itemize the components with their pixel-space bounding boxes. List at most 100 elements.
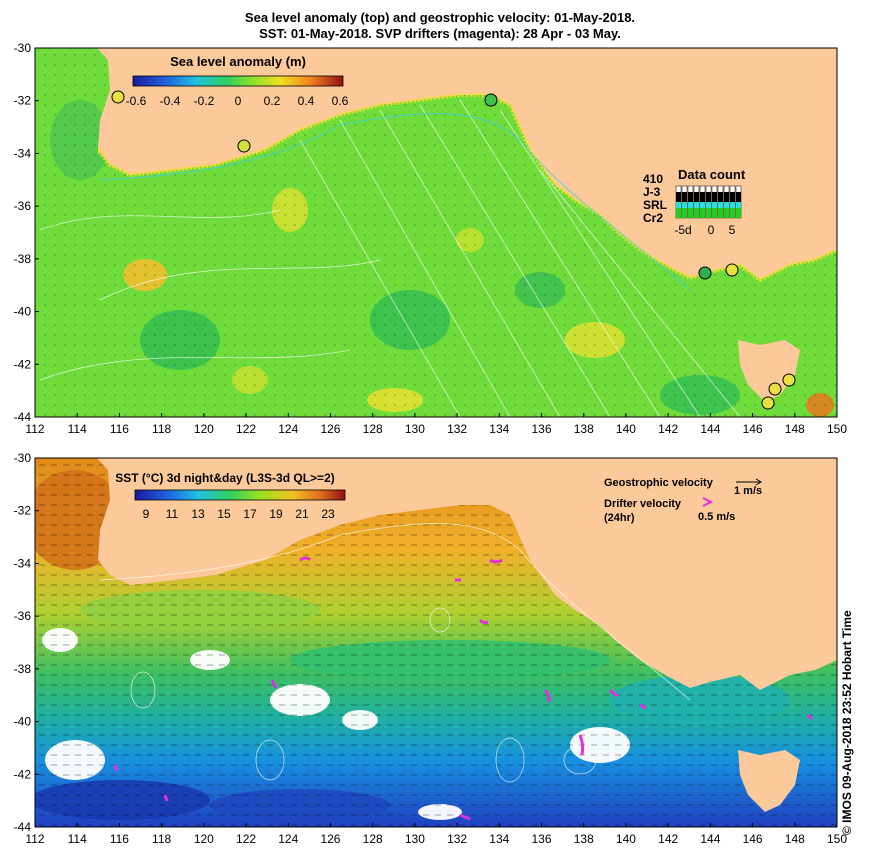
sla-colorbar bbox=[132, 75, 344, 87]
tasmania-land-top bbox=[738, 340, 800, 402]
data-count-row-label: J-3 bbox=[643, 185, 661, 199]
altimeter-markers bbox=[111, 90, 796, 410]
x-tick-label: 132 bbox=[447, 422, 467, 436]
x-tick-label: 124 bbox=[278, 422, 298, 436]
y-tick-label: -44 bbox=[14, 820, 32, 834]
x-tick-label: 132 bbox=[447, 832, 467, 846]
x-tick-label: 134 bbox=[489, 422, 509, 436]
colorbar-tick-label: 0 bbox=[235, 94, 242, 108]
colorbar-tick-label: 0.6 bbox=[332, 94, 349, 108]
data-count-tick: -5d bbox=[674, 223, 691, 237]
y-tick-label: -42 bbox=[14, 357, 32, 371]
data-count-row-label: Cr2 bbox=[643, 211, 663, 225]
x-tick-label: 112 bbox=[25, 422, 44, 436]
x-tick-label: 118 bbox=[152, 422, 171, 436]
y-tick-label: -40 bbox=[14, 305, 32, 319]
colorbar-tick-label: 23 bbox=[321, 507, 335, 521]
y-tick-label: -32 bbox=[14, 94, 32, 108]
y-tick-label: -38 bbox=[14, 662, 32, 676]
drifter-label-24hr: (24hr) bbox=[604, 512, 635, 524]
colorbar-tick-label: 0.2 bbox=[264, 94, 281, 108]
y-tick-label: -32 bbox=[14, 504, 32, 518]
x-tick-label: 120 bbox=[194, 422, 214, 436]
x-tick-label: 120 bbox=[194, 832, 214, 846]
x-tick-label: 114 bbox=[68, 422, 87, 436]
y-tick-label: -34 bbox=[14, 146, 32, 160]
y-tick-label: -30 bbox=[14, 41, 32, 55]
x-tick-label: 118 bbox=[152, 832, 171, 846]
x-tick-label: 136 bbox=[532, 832, 552, 846]
x-tick-label: 126 bbox=[320, 832, 340, 846]
colorbar-tick-label: 19 bbox=[269, 507, 283, 521]
colorbar-tick-label: 17 bbox=[243, 507, 257, 521]
x-tick-label: 140 bbox=[616, 832, 636, 846]
sla-colorbar-ticks: -0.6 -0.4 -0.2 0 0.2 0.4 0.6 bbox=[126, 94, 349, 108]
y-tick-label: -38 bbox=[14, 252, 32, 266]
colorbar-tick-label: 15 bbox=[217, 507, 231, 521]
x-tick-label: 142 bbox=[658, 832, 678, 846]
colorbar-tick-label: -0.2 bbox=[194, 94, 215, 108]
x-tick-label: 148 bbox=[785, 832, 805, 846]
x-tick-label: 142 bbox=[658, 422, 678, 436]
sla-contours bbox=[39, 99, 741, 417]
colorbar-tick-label: 11 bbox=[166, 507, 179, 521]
drifter-label: Drifter velocity bbox=[604, 498, 682, 510]
x-tick-label: 138 bbox=[574, 832, 594, 846]
geo-velocity-label: Geostrophic velocity bbox=[604, 477, 714, 489]
geo-velocity-scale: 1 m/s bbox=[734, 485, 762, 497]
drifter-scale: 0.5 m/s bbox=[698, 511, 735, 523]
x-tick-label: 134 bbox=[489, 832, 509, 846]
x-tick-label: 114 bbox=[68, 832, 87, 846]
figure-title-line1: Sea level anomaly (top) and geostrophic … bbox=[244, 10, 636, 25]
x-tick-label: 116 bbox=[110, 422, 129, 436]
x-tick-label: 122 bbox=[236, 832, 256, 846]
x-tick-label: 150 bbox=[827, 422, 847, 436]
x-tick-label: 144 bbox=[700, 422, 720, 436]
australia-land-top bbox=[97, 48, 837, 280]
imos-credit: © IMOS 09-Aug-2018 23:52 Hobart Time bbox=[840, 610, 854, 835]
data-count-title: Data count bbox=[678, 167, 746, 182]
y-tick-label: -30 bbox=[14, 451, 32, 465]
sst-panel: SST (°C) 3d night&day (L3S-3d QL>=2) 9 11… bbox=[34, 457, 838, 828]
x-tick-label: 146 bbox=[743, 422, 763, 436]
sst-colorbar-title: SST (°C) 3d night&day (L3S-3d QL>=2) bbox=[115, 471, 335, 485]
sst-colorbar-ticks: 9 11 13 15 17 19 21 23 bbox=[143, 507, 335, 521]
colorbar-tick-label: 21 bbox=[295, 507, 309, 521]
data-count-row-label: SRL bbox=[643, 198, 667, 212]
x-tick-label: 124 bbox=[278, 832, 298, 846]
x-tick-label: 136 bbox=[532, 422, 552, 436]
x-tick-label: 128 bbox=[363, 832, 383, 846]
x-tick-label: 140 bbox=[616, 422, 636, 436]
y-tick-label: -34 bbox=[14, 556, 32, 570]
axis-tick-labels: 112 114 116 118 120 122 124 126 128 130 132 134 136 1… bbox=[14, 41, 848, 846]
tasmania-land-bottom bbox=[738, 750, 800, 812]
y-tick-label: -36 bbox=[14, 199, 32, 213]
x-tick-label: 126 bbox=[320, 422, 340, 436]
colorbar-tick-label: 13 bbox=[191, 507, 205, 521]
australia-land-bottom bbox=[97, 458, 837, 690]
x-tick-label: 112 bbox=[25, 832, 44, 846]
x-tick-label: 144 bbox=[700, 832, 720, 846]
x-tick-label: 128 bbox=[363, 422, 383, 436]
y-tick-label: -42 bbox=[14, 767, 32, 781]
x-tick-label: 150 bbox=[827, 832, 847, 846]
colorbar-tick-label: 9 bbox=[143, 507, 150, 521]
sla-colorbar-title: Sea level anomaly (m) bbox=[170, 54, 306, 69]
data-count-tick: 5 bbox=[729, 223, 736, 237]
y-tick-label: -44 bbox=[14, 410, 32, 424]
y-tick-label: -40 bbox=[14, 715, 32, 729]
colorbar-tick-label: 0.4 bbox=[298, 94, 315, 108]
sst-colorbar bbox=[134, 489, 346, 501]
data-count-row-label: 410 bbox=[643, 172, 663, 186]
x-tick-label: 148 bbox=[785, 422, 805, 436]
drifter-arrow bbox=[702, 497, 714, 507]
colorbar-tick-label: -0.4 bbox=[160, 94, 181, 108]
x-tick-label: 122 bbox=[236, 422, 256, 436]
sla-panel: Sea level anomaly (m) -0.6 -0.4 -0.2 0 0.2 0.… bbox=[34, 47, 838, 418]
colorbar-tick-label: -0.6 bbox=[126, 94, 147, 108]
x-tick-label: 130 bbox=[405, 832, 425, 846]
y-tick-label: -36 bbox=[14, 609, 32, 623]
x-tick-label: 138 bbox=[574, 422, 594, 436]
